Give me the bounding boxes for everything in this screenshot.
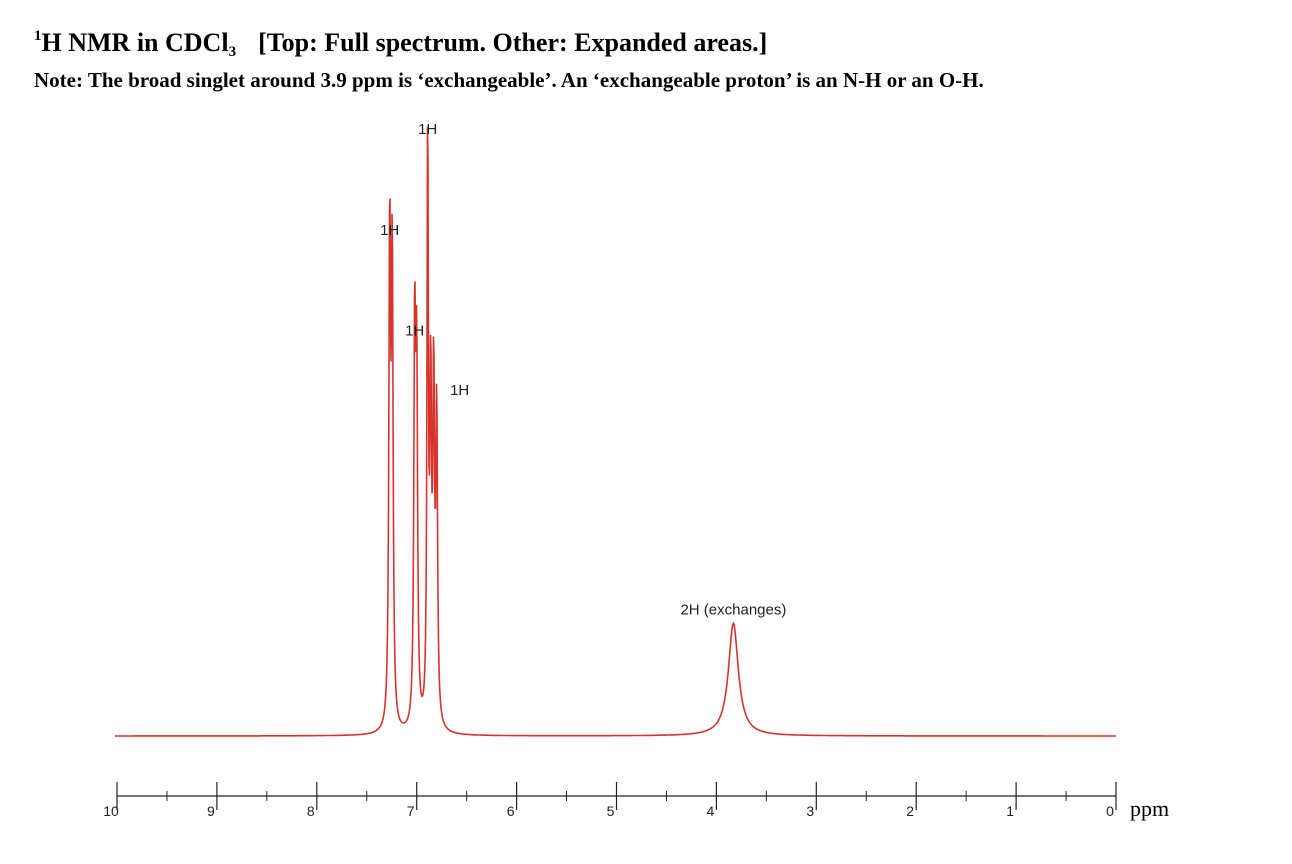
title-nucleus: H NMR in CDCl (41, 28, 229, 57)
peak-labels: 1H 1H 1H 1H 2H (exchanges) (380, 121, 786, 618)
peak-label: 1H (380, 222, 399, 239)
tick-label: 2 (906, 803, 914, 819)
tick-label: 6 (507, 803, 515, 819)
tick-label: 9 (207, 803, 215, 819)
tick-label: 7 (407, 803, 415, 819)
tick-label: 1 (1006, 803, 1014, 819)
spectrum-note: Note: The broad singlet around 3.9 ppm i… (34, 68, 984, 92)
peak-label: 1H (418, 121, 437, 138)
ppm-axis: 10 9 8 7 6 5 4 3 2 1 0 ppm (103, 782, 1169, 821)
title-superscript: 1 (34, 28, 42, 44)
tick-label: 4 (707, 803, 715, 819)
spectrum-trace (115, 127, 1116, 737)
tick-label: 0 (1106, 803, 1114, 819)
title-subscript: 3 (228, 44, 237, 60)
spectrum-title: 1H NMR in CDCl3 [Top: Full spectrum. Othe… (34, 28, 767, 61)
title-bracket: [Top: Full spectrum. Other: Expanded are… (258, 28, 768, 57)
tick-label: 8 (307, 803, 315, 819)
tick-label: 5 (607, 803, 615, 819)
tick-label: 10 (103, 803, 119, 819)
tick-label: 3 (806, 803, 814, 819)
peak-label: 2H (exchanges) (680, 601, 786, 618)
axis-unit-label: ppm (1130, 796, 1169, 821)
peak-label: 1H (405, 323, 424, 340)
peak-label: 1H (450, 382, 469, 399)
